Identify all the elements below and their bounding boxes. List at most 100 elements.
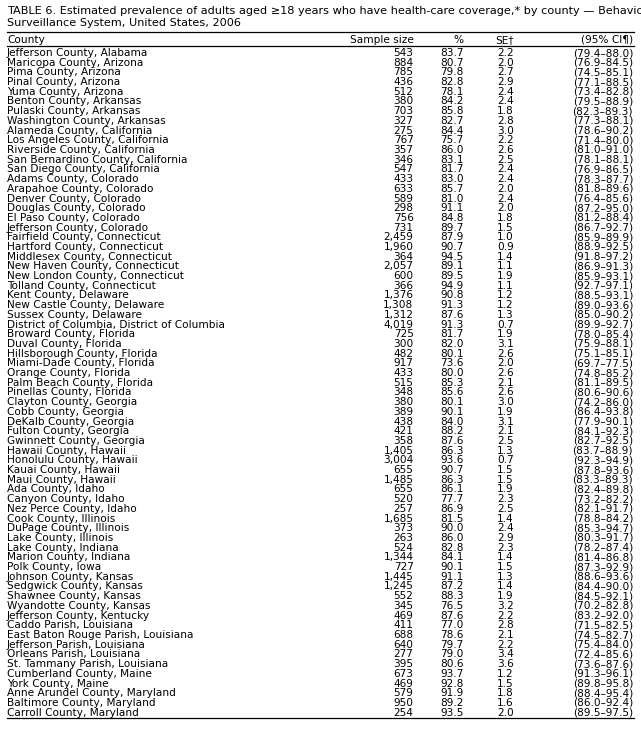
Text: 520: 520 — [394, 494, 413, 504]
Text: 438: 438 — [394, 417, 413, 427]
Text: 82.7: 82.7 — [440, 116, 463, 126]
Text: 73.6: 73.6 — [440, 358, 463, 369]
Text: 1,405: 1,405 — [383, 446, 413, 455]
Text: Hawaii County, Hawaii: Hawaii County, Hawaii — [7, 446, 126, 455]
Text: 1.3: 1.3 — [497, 446, 514, 455]
Text: (73.6–87.6): (73.6–87.6) — [573, 659, 633, 669]
Text: 366: 366 — [394, 280, 413, 291]
Text: 2.0: 2.0 — [497, 707, 514, 718]
Text: 0.7: 0.7 — [497, 320, 514, 329]
Text: 3.0: 3.0 — [497, 126, 514, 136]
Text: 86.1: 86.1 — [440, 485, 463, 495]
Text: 2.0: 2.0 — [497, 358, 514, 369]
Text: 767: 767 — [394, 135, 413, 146]
Text: 89.2: 89.2 — [440, 698, 463, 708]
Text: Jefferson County, Alabama: Jefferson County, Alabama — [7, 48, 148, 58]
Text: 86.3: 86.3 — [440, 446, 463, 455]
Text: 1.4: 1.4 — [497, 513, 514, 523]
Text: 93.7: 93.7 — [440, 669, 463, 679]
Text: (70.2–82.8): (70.2–82.8) — [572, 601, 633, 611]
Text: (88.6–93.6): (88.6–93.6) — [572, 572, 633, 582]
Text: (92.7–97.1): (92.7–97.1) — [573, 280, 633, 291]
Text: (79.5–88.9): (79.5–88.9) — [573, 97, 633, 106]
Text: 257: 257 — [394, 504, 413, 514]
Text: East Baton Rouge Parish, Louisiana: East Baton Rouge Parish, Louisiana — [7, 630, 194, 640]
Text: (76.9–86.5): (76.9–86.5) — [573, 164, 633, 174]
Text: Pinal County, Arizona: Pinal County, Arizona — [7, 77, 121, 87]
Text: 93.6: 93.6 — [440, 455, 463, 465]
Text: 703: 703 — [394, 106, 413, 116]
Text: 512: 512 — [394, 87, 413, 97]
Text: 84.1: 84.1 — [440, 553, 463, 562]
Text: 1.8: 1.8 — [497, 213, 514, 223]
Text: 640: 640 — [394, 639, 413, 650]
Text: 2.5: 2.5 — [497, 504, 514, 514]
Text: 275: 275 — [394, 126, 413, 136]
Text: 421: 421 — [394, 426, 413, 437]
Text: 725: 725 — [394, 329, 413, 339]
Text: (92.3–94.9): (92.3–94.9) — [573, 455, 633, 465]
Text: 364: 364 — [394, 252, 413, 262]
Text: District of Columbia, District of Columbia: District of Columbia, District of Columb… — [7, 320, 225, 329]
Text: (82.7–92.5): (82.7–92.5) — [573, 436, 633, 446]
Text: 589: 589 — [394, 194, 413, 204]
Text: New Castle County, Delaware: New Castle County, Delaware — [7, 300, 164, 310]
Text: 2.4: 2.4 — [497, 523, 514, 533]
Text: 1,960: 1,960 — [383, 242, 413, 252]
Text: Yuma County, Arizona: Yuma County, Arizona — [7, 87, 124, 97]
Text: 389: 389 — [394, 407, 413, 417]
Text: Fulton County, Georgia: Fulton County, Georgia — [7, 426, 129, 437]
Text: 515: 515 — [394, 378, 413, 388]
Text: %: % — [454, 35, 463, 45]
Text: 2.4: 2.4 — [497, 174, 514, 184]
Text: 1,445: 1,445 — [384, 572, 413, 582]
Text: 2.2: 2.2 — [497, 135, 514, 146]
Text: 87.6: 87.6 — [440, 436, 463, 446]
Text: 2.2: 2.2 — [497, 48, 514, 58]
Text: 2.0: 2.0 — [497, 203, 514, 213]
Text: Marion County, Indiana: Marion County, Indiana — [7, 553, 130, 562]
Text: (83.2–92.0): (83.2–92.0) — [572, 611, 633, 621]
Text: Denver County, Colorado: Denver County, Colorado — [7, 194, 141, 204]
Text: Fairfield County, Connecticut: Fairfield County, Connecticut — [7, 232, 161, 242]
Text: Pulaski County, Arkansas: Pulaski County, Arkansas — [7, 106, 140, 116]
Text: (78.3–87.7): (78.3–87.7) — [572, 174, 633, 184]
Text: 75.7: 75.7 — [440, 135, 463, 146]
Text: Arapahoe County, Colorado: Arapahoe County, Colorado — [7, 184, 153, 194]
Text: (85.3–94.7): (85.3–94.7) — [573, 523, 633, 533]
Text: 92.8: 92.8 — [440, 679, 463, 688]
Text: 884: 884 — [394, 58, 413, 68]
Text: 2.4: 2.4 — [497, 97, 514, 106]
Text: 1,376: 1,376 — [383, 290, 413, 301]
Text: 348: 348 — [394, 388, 413, 397]
Text: (79.4–88.0): (79.4–88.0) — [572, 48, 633, 58]
Text: 3.6: 3.6 — [497, 659, 514, 669]
Text: (75.1–85.1): (75.1–85.1) — [573, 348, 633, 359]
Text: 633: 633 — [394, 184, 413, 194]
Text: 84.4: 84.4 — [440, 126, 463, 136]
Text: 91.1: 91.1 — [440, 572, 463, 582]
Text: (89.8–95.8): (89.8–95.8) — [572, 679, 633, 688]
Text: 1.9: 1.9 — [497, 271, 514, 281]
Text: 1.5: 1.5 — [497, 562, 514, 572]
Text: 1.1: 1.1 — [497, 262, 514, 271]
Text: 84.0: 84.0 — [440, 417, 463, 427]
Text: (89.0–93.6): (89.0–93.6) — [572, 300, 633, 310]
Text: San Bernardino County, California: San Bernardino County, California — [7, 155, 188, 164]
Text: Middlesex County, Connecticut: Middlesex County, Connecticut — [7, 252, 172, 262]
Text: Jefferson County, Colorado: Jefferson County, Colorado — [7, 222, 149, 232]
Text: Polk County, Iowa: Polk County, Iowa — [7, 562, 101, 572]
Text: (86.7–92.7): (86.7–92.7) — [573, 222, 633, 232]
Text: 547: 547 — [394, 164, 413, 174]
Text: 82.8: 82.8 — [440, 543, 463, 553]
Text: 0.7: 0.7 — [497, 455, 514, 465]
Text: (74.5–85.1): (74.5–85.1) — [573, 67, 633, 78]
Text: 94.9: 94.9 — [440, 280, 463, 291]
Text: 1.4: 1.4 — [497, 252, 514, 262]
Text: 91.1: 91.1 — [440, 203, 463, 213]
Text: 86.3: 86.3 — [440, 475, 463, 485]
Text: Alameda County, California: Alameda County, California — [7, 126, 153, 136]
Text: 77.7: 77.7 — [440, 494, 463, 504]
Text: (86.0–92.4): (86.0–92.4) — [573, 698, 633, 708]
Text: 80.0: 80.0 — [440, 368, 463, 378]
